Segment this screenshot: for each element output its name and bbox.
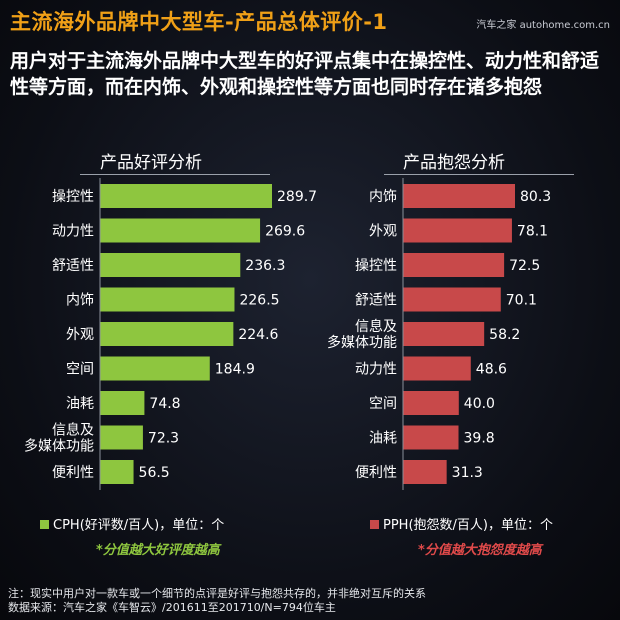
good-value-label: 289.7: [277, 189, 317, 205]
bad-bar: [403, 391, 459, 415]
good-bar: [100, 356, 210, 381]
bad-chart-title-underline: [384, 174, 574, 175]
bad-bar: [403, 356, 471, 381]
bad-bar: [403, 253, 505, 277]
good-bar: [100, 391, 145, 415]
good-category-label: 内饰: [66, 293, 94, 309]
good-value-label: 184.9: [215, 362, 255, 378]
good-category-label: 便利性: [52, 465, 94, 481]
good-category-label: 空间: [66, 362, 94, 378]
bad-category-label: 油耗: [369, 431, 397, 447]
bad-legend-label: PPH(抱怨数/百人)，单位：个: [383, 518, 553, 533]
good-value-label: 226.5: [239, 293, 279, 309]
good-bar: [100, 460, 134, 484]
good-category-label: 舒适性: [52, 258, 94, 274]
bad-category-label: 内饰: [369, 189, 397, 205]
good-bar: [100, 218, 261, 243]
bad-legend: PPH(抱怨数/百人)，单位：个: [370, 514, 553, 533]
good-chart-title-underline: [80, 174, 270, 175]
good-value-label: 269.6: [265, 224, 305, 240]
good-value-label: 236.3: [245, 258, 285, 274]
bad-chart-title: 产品抱怨分析: [403, 153, 505, 173]
bad-value-label: 78.1: [517, 224, 548, 240]
good-bar: [100, 287, 235, 312]
bad-value-label: 31.3: [452, 465, 483, 481]
good-category-label: 油耗: [66, 396, 94, 412]
bad-value-label: 48.6: [476, 362, 507, 378]
bad-value-label: 39.8: [464, 431, 495, 447]
bad-category-label: 便利性: [355, 465, 397, 481]
bad-category-label: 空间: [369, 396, 397, 412]
good-value-label: 224.6: [238, 327, 278, 343]
good-bar: [100, 253, 241, 277]
good-category-label: 动力性: [52, 224, 94, 240]
good-value-label: 72.3: [148, 431, 179, 447]
bad-bar: [403, 460, 447, 484]
good-bar: [100, 322, 234, 346]
bad-bar: [403, 322, 485, 346]
good-value-label: 56.5: [139, 465, 170, 481]
bad-value-label: 80.3: [520, 189, 551, 205]
good-value-label: 74.8: [149, 396, 180, 412]
bad-legend-swatch: [370, 520, 379, 529]
bad-value-label: 72.5: [509, 258, 540, 274]
headline: 用户对于主流海外品牌中大型车的好评点集中在操控性、动力性和舒适性等方面，而在内饰…: [10, 50, 600, 98]
good-legend: CPH(好评数/百人)，单位：个: [40, 514, 224, 533]
bad-bar: [403, 218, 512, 243]
watermark: 汽车之家 autohome.com.cn: [476, 20, 610, 31]
good-note: *分值越大好评度越高: [96, 543, 220, 558]
good-chart-title: 产品好评分析: [100, 153, 202, 173]
bad-value-label: 58.2: [489, 327, 520, 343]
footer-source: 数据来源：汽车之家《车智云》/201611至201710/N=794位车主: [8, 601, 336, 614]
bad-category-label: 外观: [369, 224, 397, 240]
good-bar: [100, 184, 272, 208]
bad-note: *分值越大抱怨度越高: [418, 543, 542, 558]
footer-note: 注：现实中用户对一款车或一个细节的点评是好评与抱怨共存的，并非绝对互斥的关系: [8, 587, 426, 600]
page-title: 主流海外品牌中大型车-产品总体评价-1: [10, 10, 388, 34]
good-bar: [100, 425, 143, 450]
good-legend-swatch: [40, 520, 49, 529]
bad-value-label: 40.0: [464, 396, 495, 412]
bad-bar: [403, 425, 459, 450]
bad-category-label: 动力性: [355, 362, 397, 378]
bad-bar: [403, 287, 501, 312]
good-category-label: 信息及多媒体功能: [24, 422, 94, 455]
bad-category-label: 信息及多媒体功能: [327, 318, 397, 351]
good-category-label: 操控性: [52, 189, 94, 205]
bad-category-label: 舒适性: [355, 293, 397, 309]
bad-bar: [403, 184, 515, 208]
good-legend-label: CPH(好评数/百人)，单位：个: [53, 518, 225, 533]
bad-category-label: 操控性: [355, 258, 397, 274]
bad-value-label: 70.1: [506, 293, 537, 309]
footer: 注：现实中用户对一款车或一个细节的点评是好评与抱怨共存的，并非绝对互斥的关系 数…: [8, 587, 426, 615]
good-category-label: 外观: [66, 327, 94, 343]
